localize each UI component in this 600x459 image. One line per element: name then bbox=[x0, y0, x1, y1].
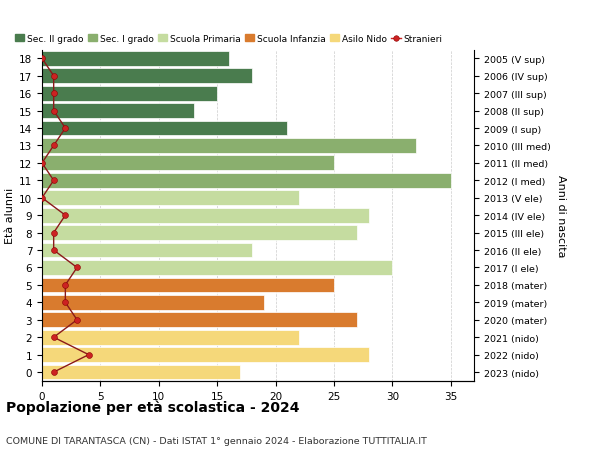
Point bbox=[49, 247, 58, 254]
Y-axis label: Età alunni: Età alunni bbox=[5, 188, 15, 244]
Legend: Sec. II grado, Sec. I grado, Scuola Primaria, Scuola Infanzia, Asilo Nido, Stran: Sec. II grado, Sec. I grado, Scuola Prim… bbox=[12, 31, 446, 47]
Y-axis label: Anni di nascita: Anni di nascita bbox=[556, 174, 566, 257]
Point bbox=[61, 282, 70, 289]
Point bbox=[49, 177, 58, 185]
Bar bbox=[42, 261, 392, 275]
Bar bbox=[42, 69, 252, 84]
Bar bbox=[42, 52, 229, 67]
Point bbox=[37, 160, 47, 167]
Point bbox=[49, 108, 58, 115]
Point bbox=[37, 195, 47, 202]
Bar bbox=[42, 174, 451, 188]
Bar bbox=[42, 347, 369, 362]
Bar bbox=[42, 121, 287, 136]
Point bbox=[61, 125, 70, 133]
Bar bbox=[42, 156, 334, 171]
Point bbox=[84, 351, 94, 358]
Point bbox=[72, 316, 82, 324]
Text: Popolazione per età scolastica - 2024: Popolazione per età scolastica - 2024 bbox=[6, 399, 299, 414]
Bar bbox=[42, 191, 299, 206]
Bar bbox=[42, 313, 357, 327]
Bar bbox=[42, 295, 264, 310]
Point bbox=[49, 334, 58, 341]
Bar bbox=[42, 365, 241, 380]
Bar bbox=[42, 87, 217, 101]
Point bbox=[37, 56, 47, 63]
Bar bbox=[42, 208, 369, 223]
Point bbox=[49, 90, 58, 98]
Bar bbox=[42, 330, 299, 345]
Bar bbox=[42, 226, 357, 241]
Point bbox=[49, 73, 58, 80]
Bar bbox=[42, 243, 252, 258]
Point bbox=[72, 264, 82, 272]
Point bbox=[61, 212, 70, 219]
Point bbox=[49, 142, 58, 150]
Text: COMUNE DI TARANTASCA (CN) - Dati ISTAT 1° gennaio 2024 - Elaborazione TUTTITALIA: COMUNE DI TARANTASCA (CN) - Dati ISTAT 1… bbox=[6, 436, 427, 445]
Point bbox=[49, 369, 58, 376]
Bar bbox=[42, 139, 416, 154]
Point bbox=[61, 299, 70, 306]
Bar bbox=[42, 278, 334, 293]
Bar bbox=[42, 104, 194, 119]
Point bbox=[49, 230, 58, 237]
